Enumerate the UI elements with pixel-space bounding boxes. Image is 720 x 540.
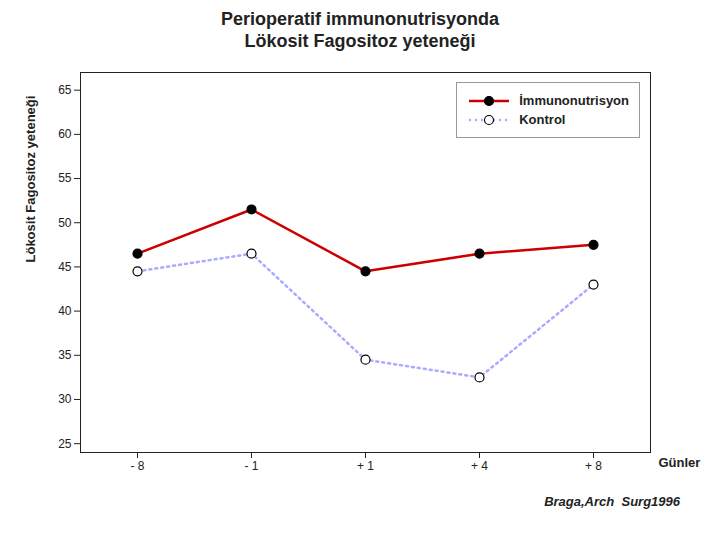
svg-text:- 8: - 8: [130, 459, 144, 473]
svg-text:- 1: - 1: [244, 459, 258, 473]
svg-text:40: 40: [58, 304, 72, 318]
html-text:Lökosit Fagositoz yeteneği: Lökosit Fagositoz yeteneği: [244, 31, 476, 51]
svg-text:Lökosit Fagositoz yeteneği: Lökosit Fagositoz yeteneği: [23, 96, 38, 263]
html-text:İmmunonutrisyon: İmmunonutrisyon: [519, 93, 629, 108]
html-text:Kontrol: Kontrol: [519, 112, 566, 127]
svg-text:35: 35: [58, 348, 72, 362]
svg-text:25: 25: [58, 437, 72, 451]
svg-text:30: 30: [58, 392, 72, 406]
html-text:Perioperatif immunonutrisyonda: Perioperatif immunonutrisyonda: [221, 9, 499, 29]
svg-text:+ 8: + 8: [585, 459, 602, 473]
svg-text:45: 45: [58, 260, 72, 274]
svg-text:60: 60: [58, 127, 72, 141]
svg-text:65: 65: [58, 83, 72, 97]
svg-text:+ 4: + 4: [471, 459, 488, 473]
svg-text:50: 50: [58, 216, 72, 230]
svg-text:+ 1: + 1: [357, 459, 374, 473]
svg-text:Günler: Günler: [659, 455, 701, 470]
html-text:Braga,Arch Surg1996: Braga,Arch Surg1996: [544, 494, 680, 509]
svg-text:55: 55: [58, 171, 72, 185]
